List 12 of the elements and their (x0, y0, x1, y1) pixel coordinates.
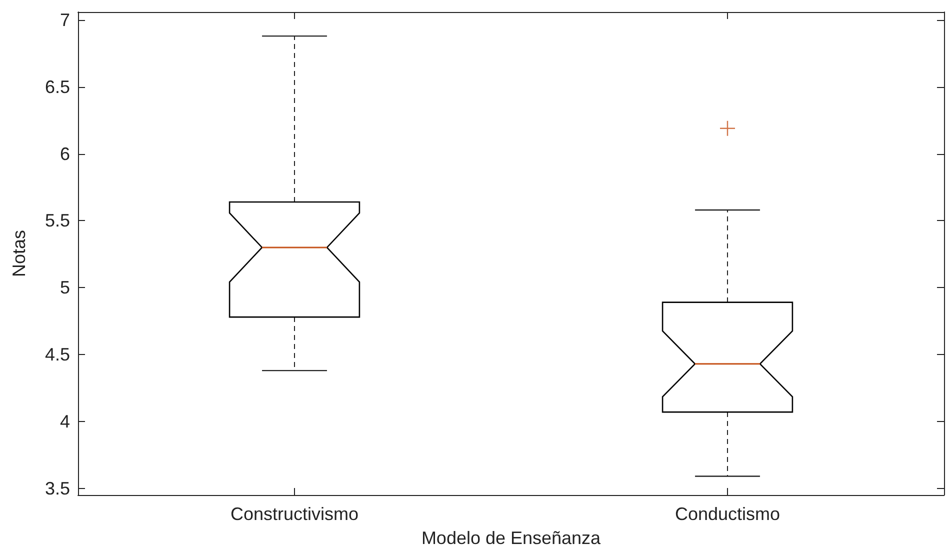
y-tick-label: 6.5 (44, 76, 70, 97)
y-tick-label: 5.5 (44, 210, 70, 231)
y-tick-label: 4.5 (44, 344, 70, 365)
y-tick-label: 6 (60, 144, 70, 164)
y-tick-label: 5 (60, 278, 70, 298)
x-axis-title: Modelo de Enseñanza (421, 528, 602, 548)
x-tick-label: Conductismo (674, 504, 780, 524)
y-tick-label: 7 (60, 10, 70, 30)
y-axis-title: Notas (9, 230, 29, 278)
y-tick-label: 3.5 (44, 478, 70, 498)
y-tick-label: 4 (60, 411, 70, 432)
x-tick-label: Constructivismo (230, 504, 359, 524)
